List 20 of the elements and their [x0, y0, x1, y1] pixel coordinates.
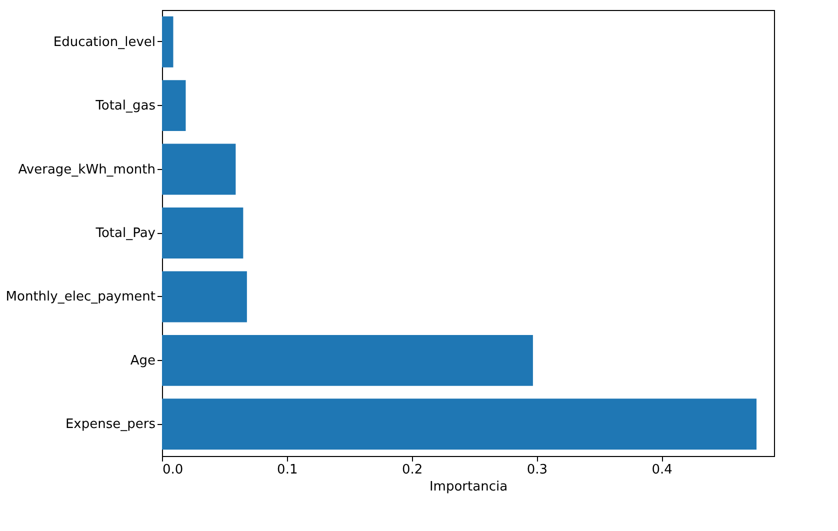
- bar: [162, 208, 244, 258]
- bar: [162, 398, 757, 450]
- y-tick-label: Total_Pay: [94, 226, 156, 241]
- x-tick-label: 0.3: [526, 462, 548, 478]
- x-tick-label: 0.4: [652, 462, 672, 478]
- bar: [162, 334, 533, 386]
- y-tick-label: Expense_pers: [65, 417, 156, 432]
- y-tick-label: Monthly_elec_payment: [6, 290, 156, 305]
- bar: [162, 16, 174, 68]
- x-axis-title: Importancia: [429, 480, 508, 494]
- y-tick-label: Age: [130, 353, 156, 368]
- y-tick-label: Average_kWh_month: [18, 162, 156, 178]
- x-tick-label: 0.0: [162, 462, 184, 478]
- x-tick-label: 0.2: [402, 462, 423, 478]
- bar: [162, 144, 236, 195]
- bar: [162, 271, 247, 322]
- y-tick-label: Total_gas: [94, 98, 156, 114]
- x-tick-label: 0.1: [277, 462, 298, 478]
- y-tick-label: Education_level: [53, 34, 156, 50]
- bar: [162, 80, 186, 132]
